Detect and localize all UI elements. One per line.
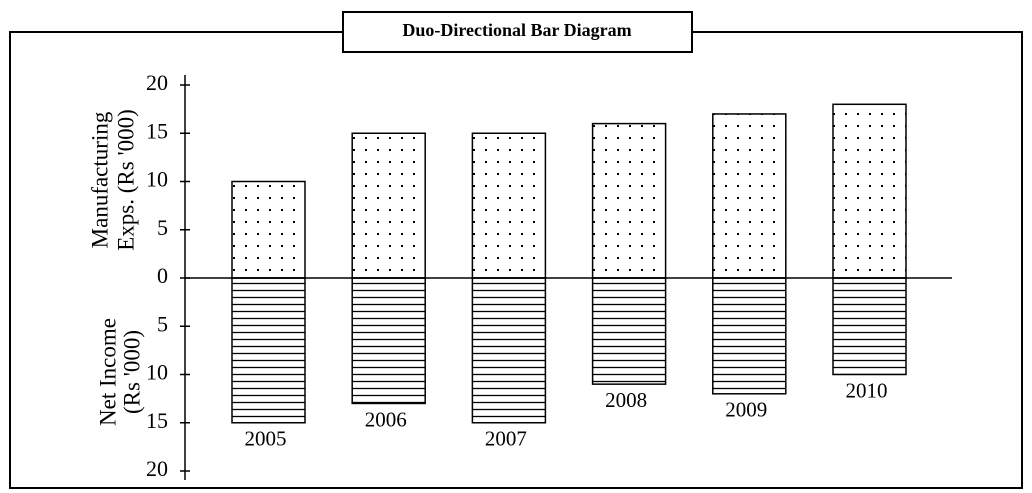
x-tick-label: 2006 [365,407,407,431]
chart-title: Duo-Directional Bar Diagram [402,20,631,40]
bar-up [231,180,306,279]
bar-down [832,277,907,376]
y-tick-label: 15 [146,408,168,433]
bar-down [712,277,787,395]
y-tick-label: 5 [157,215,168,240]
bar-down [351,277,426,405]
y-tick-label: 20 [146,456,168,481]
y-tick-label: 0 [157,263,168,288]
x-tick-label: 2005 [245,427,287,451]
y-tick-label: 20 [146,70,168,95]
y-tick-label: 15 [146,118,168,143]
bar-up [832,103,907,279]
y-tick-label: 10 [146,167,168,192]
x-tick-label: 2010 [846,378,888,402]
y-label-up: Manufacturing [87,111,112,248]
y-label-down: (Rs '000) [119,330,144,414]
bar-up [351,132,426,279]
bar-down [471,277,547,424]
bar-down [591,277,667,385]
bar-up [471,132,547,279]
x-tick-label: 2007 [485,427,527,451]
y-tick-label: 5 [157,311,168,336]
x-tick-label: 2009 [725,398,767,422]
bar-up [591,122,667,279]
y-tick-label: 10 [146,360,168,385]
y-label-up: Exps. (Rs '000) [113,109,138,251]
x-tick-label: 2008 [605,388,647,412]
bar-up [712,113,787,279]
bar-down [231,277,306,424]
title-box [342,11,693,53]
y-label-down: Net Income [95,318,120,426]
